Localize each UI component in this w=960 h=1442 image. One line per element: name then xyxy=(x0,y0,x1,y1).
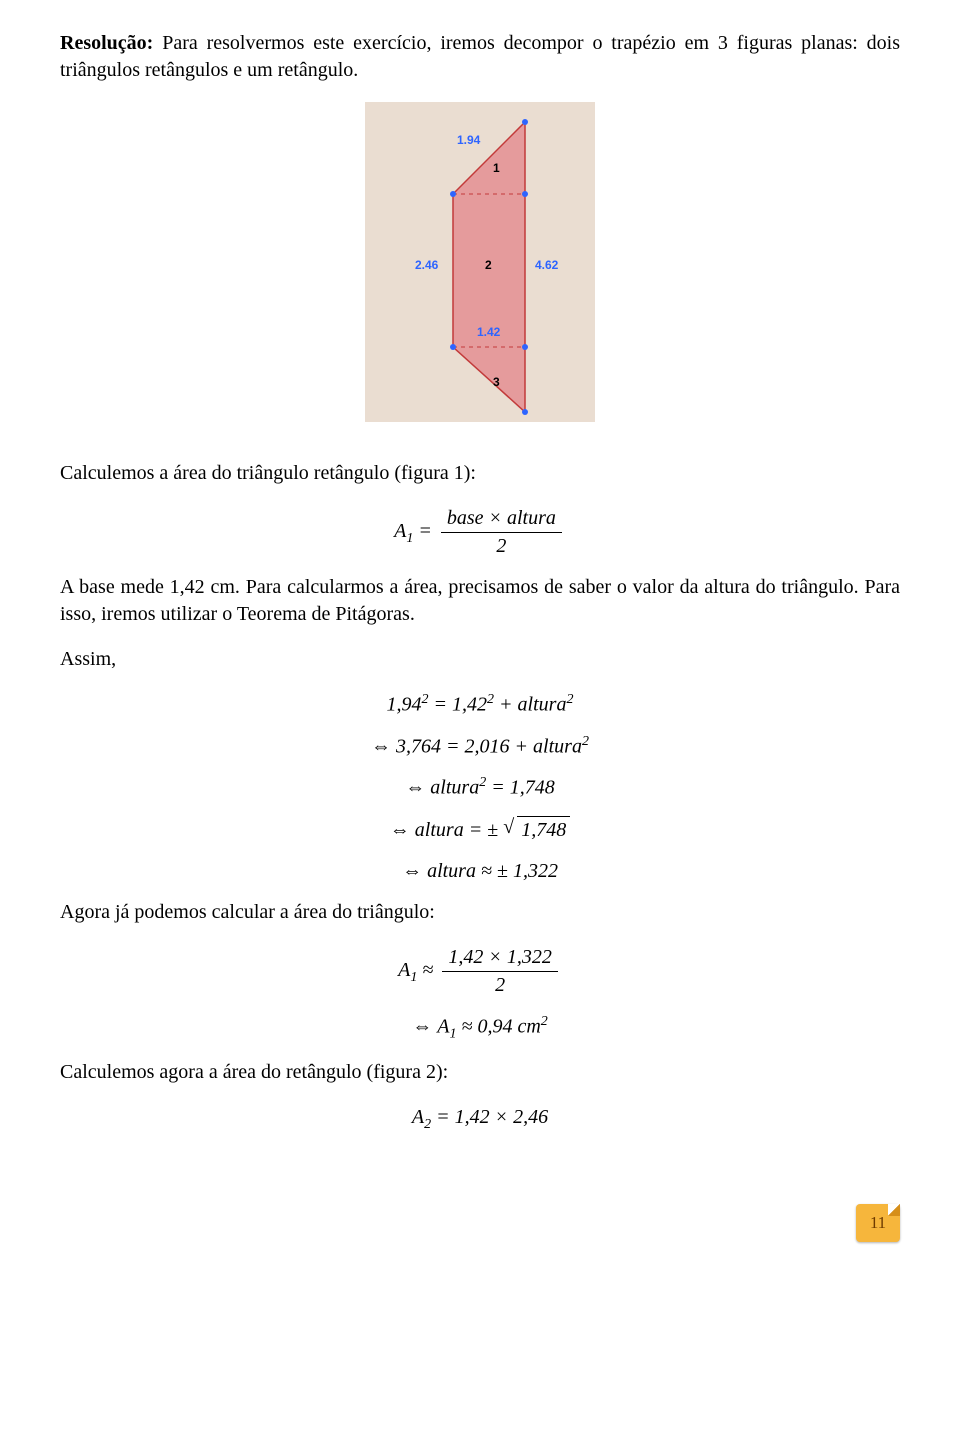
fig-label-462: 4.62 xyxy=(535,257,558,273)
eq-op: ≈ xyxy=(417,959,438,981)
intro-text: Para resolvermos este exercício, iremos … xyxy=(60,32,900,81)
eq-op: ≈ xyxy=(456,1016,477,1038)
trapezoid-svg xyxy=(365,102,595,422)
intro-paragraph: Resolução: Para resolvermos este exercíc… xyxy=(60,30,900,84)
eq-eq: = xyxy=(413,520,437,542)
eq-lhs: A xyxy=(398,959,410,981)
fig-label-1: 1 xyxy=(493,160,500,176)
eq-den: 2 xyxy=(441,533,562,560)
vertex-point xyxy=(522,409,528,415)
fig-label-2: 2 xyxy=(485,257,492,273)
eq-op: = xyxy=(441,735,465,757)
eq-c: altura xyxy=(518,694,567,716)
eq-a1-res: ⇔ A1 ≈ 0,94 cm2 xyxy=(60,1013,900,1045)
vertex-point xyxy=(450,191,456,197)
eq-fraction: 1,42 × 1,322 2 xyxy=(442,944,558,999)
eq-val: 1,42 × 2,46 xyxy=(455,1106,549,1128)
eq-fraction: base × altura 2 xyxy=(441,505,562,560)
eq-val: 1,322 xyxy=(513,860,558,882)
eq-c: altura xyxy=(533,735,582,757)
eq-pythagoras: 1,942 = 1,422 + altura2 xyxy=(60,691,900,719)
eq-lhs: A xyxy=(437,1016,449,1038)
p-calc-triangle: Calculemos a área do triângulo retângulo… xyxy=(60,460,900,487)
eq-step5: ⇔ altura ≈ ± 1,322 xyxy=(60,858,900,885)
eq-val: 1,748 xyxy=(517,816,570,844)
vertex-point xyxy=(522,344,528,350)
p-assim: Assim, xyxy=(60,646,900,673)
eq-sym: ⇔ xyxy=(390,819,415,841)
eq-sup: 2 xyxy=(422,692,429,707)
eq-pm: ± xyxy=(497,860,513,882)
eq-op: = xyxy=(431,1106,455,1128)
eq-op: = xyxy=(429,694,453,716)
page-number: 11 xyxy=(870,1213,886,1232)
eq-a: 1,94 xyxy=(387,694,422,716)
p-base-mede: A base mede 1,42 cm. Para calcularmos a … xyxy=(60,574,900,628)
fig-label-142: 1.42 xyxy=(477,324,500,340)
eq-b: 2,016 xyxy=(465,735,510,757)
eq-sym: ⇔ xyxy=(402,860,427,882)
eq-step3: ⇔ altura2 = 1,748 xyxy=(60,774,900,802)
eq-c: altura xyxy=(430,777,479,799)
eq-op: = xyxy=(486,777,510,799)
eq-sym: ⇔ xyxy=(405,777,430,799)
eq-lhs: A xyxy=(412,1106,424,1128)
eq-val: 0,94 xyxy=(477,1016,517,1038)
eq-sym: ⇔ xyxy=(371,735,396,757)
figure-container: 1.94 1 2.46 2 4.62 1.42 3 xyxy=(60,102,900,430)
intro-bold: Resolução: xyxy=(60,32,153,54)
fig-label-3: 3 xyxy=(493,374,500,390)
eq-step4: ⇔ altura = ± 1,748 xyxy=(60,816,900,844)
eq-a1-frac: A1 = base × altura 2 xyxy=(60,505,900,560)
eq-sup: 2 xyxy=(487,692,494,707)
eq-unit-sup: 2 xyxy=(541,1014,548,1029)
eq-lhs: A xyxy=(394,520,406,542)
vertex-point xyxy=(522,119,528,125)
eq-sym: ⇔ xyxy=(412,1016,437,1038)
fig-label-194: 1.94 xyxy=(457,132,480,148)
p-calc-rect: Calculemos agora a área do retângulo (fi… xyxy=(60,1059,900,1086)
trapezoid-figure: 1.94 1 2.46 2 4.62 1.42 3 xyxy=(365,102,595,422)
eq-op: ≈ xyxy=(476,860,497,882)
eq-unit: cm xyxy=(517,1016,540,1038)
p-agora: Agora já podemos calcular a área do triâ… xyxy=(60,899,900,926)
eq-b: 1,42 xyxy=(452,694,487,716)
sqrt-icon: 1,748 xyxy=(503,816,570,844)
fig-label-246: 2.46 xyxy=(415,257,438,273)
vertex-point xyxy=(450,344,456,350)
eq-op: = xyxy=(464,819,488,841)
eq-a1-val: A1 ≈ 1,42 × 1,322 2 xyxy=(60,944,900,999)
eq-plus: + xyxy=(510,735,534,757)
eq-c: altura xyxy=(415,819,464,841)
page-number-box: 11 xyxy=(856,1204,900,1242)
vertex-point xyxy=(522,191,528,197)
page-number-wrap: 11 xyxy=(60,1204,900,1242)
eq-pm: ± xyxy=(487,819,503,841)
eq-val: 1,748 xyxy=(510,777,555,799)
eq-a2: A2 = 1,42 × 2,46 xyxy=(60,1104,900,1135)
eq-c: altura xyxy=(427,860,476,882)
eq-num: 1,42 × 1,322 xyxy=(442,944,558,972)
eq-plus: + xyxy=(494,694,518,716)
eq-sup: 2 xyxy=(566,692,573,707)
eq-sup: 2 xyxy=(582,734,589,749)
eq-a: 3,764 xyxy=(396,735,441,757)
eq-den: 2 xyxy=(442,972,558,999)
eq-step2: ⇔ 3,764 = 2,016 + altura2 xyxy=(60,733,900,761)
eq-num: base × altura xyxy=(441,505,562,533)
